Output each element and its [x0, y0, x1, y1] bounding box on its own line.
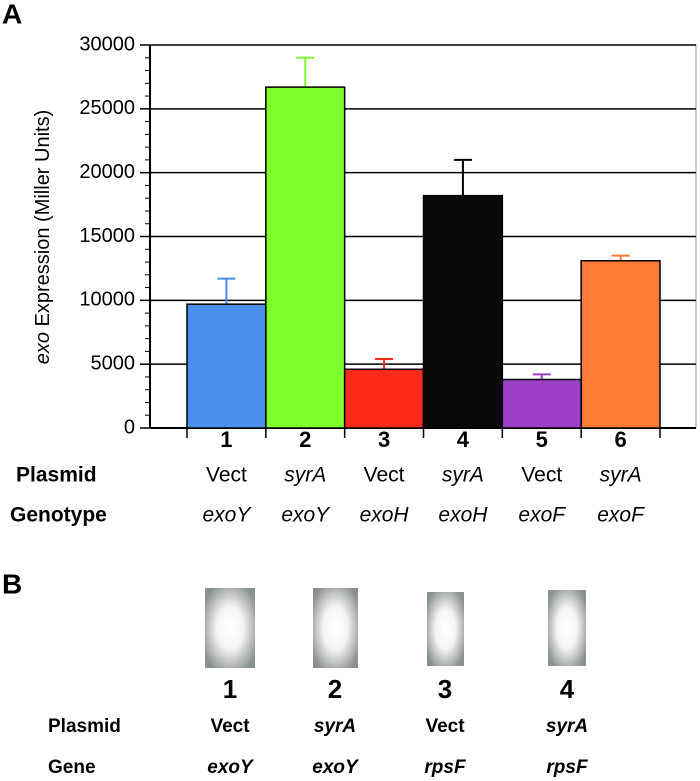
bar — [422, 194, 504, 429]
y-tick-label: 30000 — [79, 33, 135, 55]
row-cell: syrA — [546, 716, 588, 737]
panel-label: A — [2, 0, 22, 29]
row-cell: exoY — [281, 504, 331, 527]
bar — [343, 368, 425, 429]
row-cell: exoH — [360, 504, 410, 527]
lane-label: 4 — [560, 674, 575, 704]
row-cell: syrA — [284, 464, 326, 487]
y-axis-title-italic: exo — [32, 332, 54, 364]
x-tick-label: 5 — [536, 427, 548, 452]
row-header: Genotype — [10, 504, 107, 527]
x-tick-label: 1 — [220, 427, 232, 452]
y-tick-label: 5000 — [91, 352, 136, 374]
row-cell: Vect — [210, 716, 250, 737]
gel-band — [548, 590, 586, 666]
gel-band — [313, 588, 358, 668]
x-tick-label: 6 — [614, 427, 626, 452]
gel-band — [427, 592, 464, 666]
row-cell: exoY — [312, 757, 360, 778]
x-tick-label: 4 — [457, 427, 470, 452]
bar — [186, 303, 267, 429]
lane-label: 2 — [328, 674, 342, 704]
row-cell: exoF — [518, 504, 566, 527]
bar — [580, 260, 661, 429]
row-cell: Vect — [425, 716, 465, 737]
row-cell: exoY — [207, 757, 255, 778]
lane-label: 1 — [223, 674, 237, 704]
row-cell: Vect — [521, 464, 562, 487]
y-tick-label: 0 — [124, 416, 135, 438]
row-header: Plasmid — [48, 716, 121, 737]
y-axis-title-text: Expression (Miller Units) — [32, 110, 54, 327]
y-tick-label: 20000 — [79, 161, 135, 183]
x-tick-label: 3 — [378, 427, 390, 452]
gel-band — [205, 588, 255, 668]
y-tick-label: 15000 — [79, 225, 135, 247]
row-cell: syrA — [442, 464, 484, 487]
bar — [265, 86, 346, 429]
row-header: Plasmid — [16, 464, 97, 487]
row-cell: Vect — [364, 464, 405, 487]
row-cell: exoH — [438, 504, 488, 527]
row-cell: rpsF — [424, 757, 467, 778]
row-cell: rpsF — [546, 757, 589, 778]
bar — [501, 378, 582, 429]
gel — [205, 588, 586, 668]
y-tick-label: 25000 — [79, 97, 135, 119]
row-header: Gene — [48, 757, 96, 778]
row-cell: exoF — [597, 504, 645, 527]
row-cell: syrA — [314, 716, 356, 737]
row-cell: exoY — [202, 504, 252, 527]
y-tick-label: 10000 — [79, 289, 135, 311]
row-cell: Vect — [206, 464, 247, 487]
x-tick-label: 2 — [299, 427, 311, 452]
y-axis-title: exo Expression (Miller Units) — [32, 110, 54, 365]
panel-label: B — [2, 568, 22, 599]
lane-label: 3 — [438, 674, 452, 704]
row-cell: syrA — [600, 464, 642, 487]
